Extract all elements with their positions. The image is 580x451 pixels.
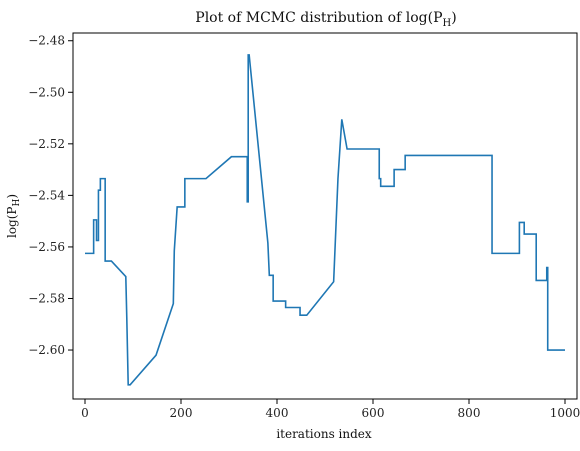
y-axis-tick-label: −2.60: [28, 343, 65, 357]
series-layer: [85, 54, 565, 386]
y-axis-tick-label: −2.56: [28, 240, 65, 254]
axis-ticks: 0 200 400 600 800 1000 −2.60 −2.58 −2.56 −2.54 −2.…: [28, 34, 580, 420]
y-axis-label-group: log(PH): [5, 194, 22, 238]
x-axis-tick-label: 0: [81, 406, 89, 420]
y-axis-label: log(PH): [5, 194, 22, 238]
series-line: [85, 54, 565, 386]
y-axis-tick-label: −2.50: [28, 85, 65, 99]
x-axis-tick-label: 200: [170, 406, 193, 420]
x-axis-tick-label: 1000: [550, 406, 580, 420]
y-axis-tick-label: −2.52: [28, 137, 65, 151]
chart-title: Plot of MCMC distribution of log(PH): [195, 10, 456, 29]
x-axis-tick-label: 600: [362, 406, 385, 420]
y-axis-tick-label: −2.54: [28, 188, 65, 202]
y-axis-tick-label: −2.58: [28, 291, 65, 305]
plot-area-frame: [72, 32, 578, 400]
x-axis-tick-label: 400: [266, 406, 289, 420]
x-axis-tick-label: 800: [458, 406, 481, 420]
y-axis-tick-label: −2.48: [28, 34, 65, 48]
x-axis-label: iterations index: [276, 427, 372, 441]
